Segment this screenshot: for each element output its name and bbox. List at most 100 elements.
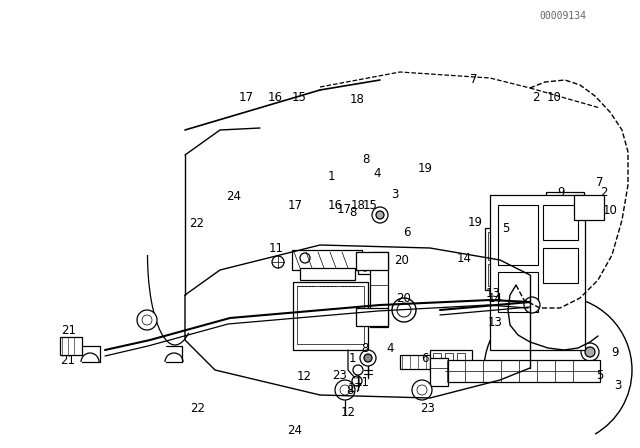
Circle shape (361, 263, 369, 271)
Circle shape (364, 354, 372, 362)
Bar (445, 360, 600, 382)
Bar (485, 228, 509, 290)
Bar (300, 268, 355, 280)
Text: 2: 2 (600, 185, 608, 198)
Text: 2: 2 (532, 91, 540, 104)
Circle shape (524, 297, 540, 313)
Bar (445, 353, 453, 369)
Text: 13: 13 (488, 315, 502, 328)
Bar (430, 358, 448, 386)
Text: 20: 20 (397, 292, 412, 305)
Text: 00009134: 00009134 (540, 11, 587, 21)
Circle shape (300, 253, 310, 263)
Text: 24: 24 (226, 190, 241, 203)
Circle shape (272, 256, 284, 268)
Circle shape (340, 385, 350, 395)
Text: 4: 4 (387, 341, 394, 354)
Text: 19: 19 (467, 215, 483, 228)
Bar (546, 192, 584, 220)
Text: 21: 21 (61, 324, 77, 337)
Text: 12: 12 (340, 405, 355, 418)
Circle shape (142, 315, 152, 325)
Text: 15: 15 (292, 91, 307, 104)
Circle shape (392, 298, 416, 322)
Text: 8: 8 (362, 341, 369, 354)
Bar (574, 195, 604, 220)
Text: 7: 7 (470, 73, 477, 86)
Bar (400, 355, 438, 369)
Text: 5: 5 (502, 222, 509, 235)
Text: 3: 3 (391, 188, 399, 202)
Text: 22: 22 (189, 216, 205, 230)
Bar (356, 308, 388, 326)
Bar (490, 195, 585, 350)
Text: 18: 18 (349, 93, 365, 106)
Text: 11: 11 (355, 375, 369, 388)
Bar (498, 205, 538, 265)
Bar (488, 232, 506, 260)
Circle shape (412, 380, 432, 400)
Text: 24: 24 (287, 423, 303, 436)
Text: 8: 8 (346, 383, 354, 396)
Bar (293, 282, 368, 350)
Circle shape (372, 207, 388, 223)
Text: 17: 17 (337, 203, 352, 216)
Circle shape (335, 380, 355, 400)
Text: 22: 22 (191, 401, 205, 414)
Text: 9: 9 (611, 345, 619, 358)
Circle shape (585, 347, 595, 357)
Text: 17: 17 (239, 91, 254, 104)
Text: 23: 23 (332, 369, 347, 382)
Bar (488, 264, 506, 286)
Circle shape (352, 376, 362, 386)
Circle shape (397, 303, 411, 317)
Text: 16: 16 (268, 91, 283, 104)
Text: 19: 19 (418, 161, 433, 175)
Text: 11: 11 (269, 242, 284, 255)
Text: 18: 18 (351, 198, 365, 211)
Bar (566, 196, 580, 206)
Circle shape (581, 343, 599, 361)
Bar (543, 248, 578, 283)
Bar (433, 353, 441, 369)
Text: 1: 1 (348, 352, 356, 365)
Text: 6: 6 (403, 225, 410, 239)
Circle shape (353, 365, 363, 375)
Text: 14: 14 (488, 292, 502, 305)
Text: 4: 4 (374, 167, 381, 181)
Bar (543, 205, 578, 240)
Text: 13: 13 (485, 287, 500, 300)
Text: 23: 23 (420, 401, 435, 414)
Text: 1: 1 (328, 169, 335, 183)
Bar (297, 286, 364, 344)
Text: 20: 20 (394, 254, 410, 267)
Bar (60, 337, 82, 355)
Bar (370, 252, 388, 327)
Text: 10: 10 (547, 91, 562, 104)
Text: 17: 17 (348, 382, 362, 395)
Text: 6: 6 (421, 352, 429, 365)
Text: 14: 14 (457, 252, 472, 266)
Bar (498, 272, 538, 312)
Text: 8: 8 (349, 206, 357, 220)
Text: 3: 3 (614, 379, 621, 392)
Text: 9: 9 (557, 186, 564, 199)
Bar (358, 260, 372, 274)
Bar (457, 353, 465, 369)
Text: 21: 21 (61, 353, 76, 366)
Text: 16: 16 (328, 198, 342, 211)
Text: 5: 5 (596, 369, 604, 382)
Text: 7: 7 (596, 176, 604, 189)
Text: 17: 17 (287, 198, 303, 211)
Bar (292, 250, 362, 270)
Text: 15: 15 (363, 198, 378, 211)
Bar (430, 350, 472, 372)
Text: 8: 8 (362, 152, 370, 166)
Circle shape (137, 310, 157, 330)
Circle shape (376, 211, 384, 219)
Text: 10: 10 (603, 203, 618, 216)
Text: 12: 12 (296, 370, 312, 383)
Circle shape (417, 385, 427, 395)
Bar (356, 252, 388, 270)
Circle shape (360, 350, 376, 366)
